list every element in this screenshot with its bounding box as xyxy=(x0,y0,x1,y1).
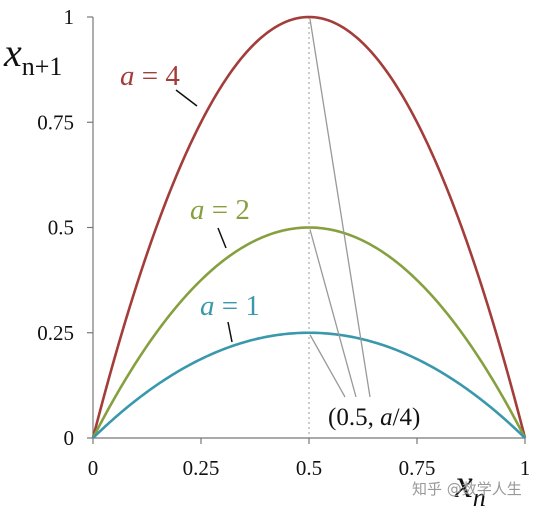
vertex-leader-line xyxy=(309,229,357,398)
curve-a-4 xyxy=(91,15,527,439)
x-tick-label: 0.75 xyxy=(399,456,436,480)
series-label-a-2: a = 2 xyxy=(190,194,250,226)
curve-a-1 xyxy=(92,331,526,439)
y-tick-label: 0.75 xyxy=(37,110,74,134)
vertex-leader-line xyxy=(309,18,371,398)
x-tick-label: 0.25 xyxy=(183,456,220,480)
curve-label-leader xyxy=(227,321,233,343)
vertex-annotation-prefix: (0.5, xyxy=(328,404,380,431)
vertex-annotation-variable: a xyxy=(380,404,393,431)
y-tick-label: 0 xyxy=(64,426,75,450)
y-tick-label: 0.5 xyxy=(48,216,74,240)
x-axis-variable: x xyxy=(454,461,473,506)
vertex-annotation: (0.5, a/4) xyxy=(328,404,420,431)
x-axis-subscript: n xyxy=(473,483,486,508)
y-axis-label: xn+1 xyxy=(3,30,62,81)
vertex-leader-line xyxy=(309,334,346,398)
labels: a = 4 a = 2 a = 1 xyxy=(120,60,260,322)
axes: 0 0.25 0.5 0.75 1 0 0.25 0.5 0.75 1 xyxy=(37,5,530,480)
watermark: 知乎 @数学人生 xyxy=(412,480,522,498)
x-tick-label: 1 xyxy=(520,456,531,480)
x-tick-label: 0 xyxy=(88,456,99,480)
x-axis-label: xn xyxy=(454,461,486,508)
curve-label-leader xyxy=(175,89,198,107)
y-axis-variable: x xyxy=(3,30,22,75)
series-label-a-4: a = 4 xyxy=(120,60,180,92)
y-tick-label: 1 xyxy=(64,5,75,29)
curve-label-leader xyxy=(217,227,227,249)
curves xyxy=(91,15,527,439)
y-tick-label: 0.25 xyxy=(37,321,74,345)
vertex-annotation-suffix: /4) xyxy=(393,404,421,431)
curve-a-2 xyxy=(91,226,527,439)
label-leaders xyxy=(175,18,371,398)
series-label-a-1: a = 1 xyxy=(200,290,260,322)
y-axis-subscript: n+1 xyxy=(22,52,63,81)
x-tick-label: 0.5 xyxy=(296,456,322,480)
